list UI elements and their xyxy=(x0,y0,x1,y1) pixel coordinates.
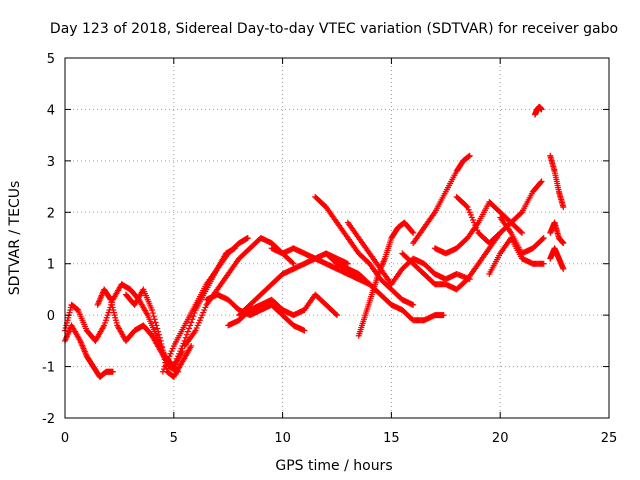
data-point xyxy=(189,316,196,323)
series-track-11 xyxy=(268,245,373,288)
y-tick-label: -1 xyxy=(42,361,55,376)
data-point xyxy=(409,228,416,235)
data-point xyxy=(151,316,158,323)
series-track-17 xyxy=(399,229,504,293)
data-point xyxy=(149,310,156,317)
data-point xyxy=(538,106,545,113)
data-point xyxy=(155,328,162,335)
data-point xyxy=(109,368,116,375)
data-point xyxy=(517,228,524,235)
data-point xyxy=(160,350,167,357)
data-point xyxy=(440,312,447,319)
data-point xyxy=(540,235,547,241)
data-point xyxy=(518,229,525,236)
data-point xyxy=(560,240,567,247)
data-point xyxy=(410,301,417,308)
x-tick-label: 25 xyxy=(601,431,618,446)
x-tick-label: 20 xyxy=(492,431,509,446)
series-track-19 xyxy=(453,178,545,247)
data-point xyxy=(184,328,191,335)
data-point xyxy=(560,265,567,272)
x-tick-label: 5 xyxy=(170,431,178,446)
data-point xyxy=(517,210,524,217)
series-track-09 xyxy=(225,291,340,329)
data-point xyxy=(463,203,470,210)
data-point xyxy=(150,313,157,320)
y-tick-label: 5 xyxy=(47,52,55,67)
series-track-21 xyxy=(497,214,547,257)
y-tick-label: 1 xyxy=(47,258,55,273)
series-track-14 xyxy=(344,219,473,288)
y-tick-label: -2 xyxy=(42,412,55,427)
y-tick-label: 3 xyxy=(47,155,55,170)
data-point xyxy=(157,337,164,344)
series-track-20 xyxy=(486,235,547,277)
series-track-16 xyxy=(410,152,473,247)
x-tick-label: 0 xyxy=(61,431,69,446)
y-tick-label: 2 xyxy=(47,206,55,221)
series-track-24 xyxy=(547,219,567,247)
data-point xyxy=(244,235,251,241)
data-point xyxy=(156,334,163,341)
data-point xyxy=(301,327,308,334)
series-track-04 xyxy=(122,286,195,380)
data-point xyxy=(154,325,161,332)
data-point xyxy=(188,319,195,326)
y-tick-label: 4 xyxy=(47,103,55,118)
data-point xyxy=(540,260,547,267)
data-point xyxy=(290,260,297,267)
data-point xyxy=(344,260,351,267)
data-point xyxy=(289,259,296,266)
data-point xyxy=(332,311,339,318)
data-point xyxy=(159,344,166,351)
series-track-15 xyxy=(355,219,417,339)
data-point xyxy=(156,331,163,338)
series-track-12 xyxy=(312,193,417,308)
y-axis-ticks: -2 -1 0 1 2 3 4 5 xyxy=(42,52,609,427)
x-axis-ticks: 0 5 10 15 20 25 xyxy=(61,58,617,446)
data-point xyxy=(187,322,194,329)
series-track-23 xyxy=(547,152,567,211)
plot-frame xyxy=(64,57,610,419)
data-point xyxy=(161,353,168,360)
data-point xyxy=(466,152,473,159)
series-track-02 xyxy=(62,322,116,380)
x-tick-label: 10 xyxy=(274,431,291,446)
data-point xyxy=(153,322,160,329)
data-point xyxy=(149,307,156,313)
data-marks xyxy=(62,103,567,380)
data-point xyxy=(410,229,417,236)
data-point xyxy=(183,331,190,338)
series-track-13 xyxy=(323,250,447,324)
x-axis-label: GPS time / hours xyxy=(275,458,392,474)
series-track-22 xyxy=(532,103,545,118)
data-point xyxy=(158,340,165,347)
data-point xyxy=(190,313,197,320)
data-point xyxy=(539,236,546,243)
series-track-25 xyxy=(547,245,567,272)
data-point xyxy=(537,179,544,186)
data-point xyxy=(231,245,238,252)
y-tick-label: 0 xyxy=(47,309,55,324)
data-point xyxy=(186,325,193,332)
data-point xyxy=(538,178,545,185)
data-point xyxy=(334,312,340,319)
data-point xyxy=(107,295,114,302)
data-point xyxy=(159,347,166,354)
data-point xyxy=(560,204,567,211)
grid xyxy=(65,58,609,418)
data-point xyxy=(188,343,195,349)
data-point xyxy=(191,310,198,317)
data-point xyxy=(152,319,159,326)
x-tick-label: 15 xyxy=(383,431,400,446)
chart-title: Day 123 of 2018, Sidereal Day-to-day VTE… xyxy=(50,21,618,37)
y-axis-label: SDTVAR / TECUs xyxy=(7,181,23,296)
